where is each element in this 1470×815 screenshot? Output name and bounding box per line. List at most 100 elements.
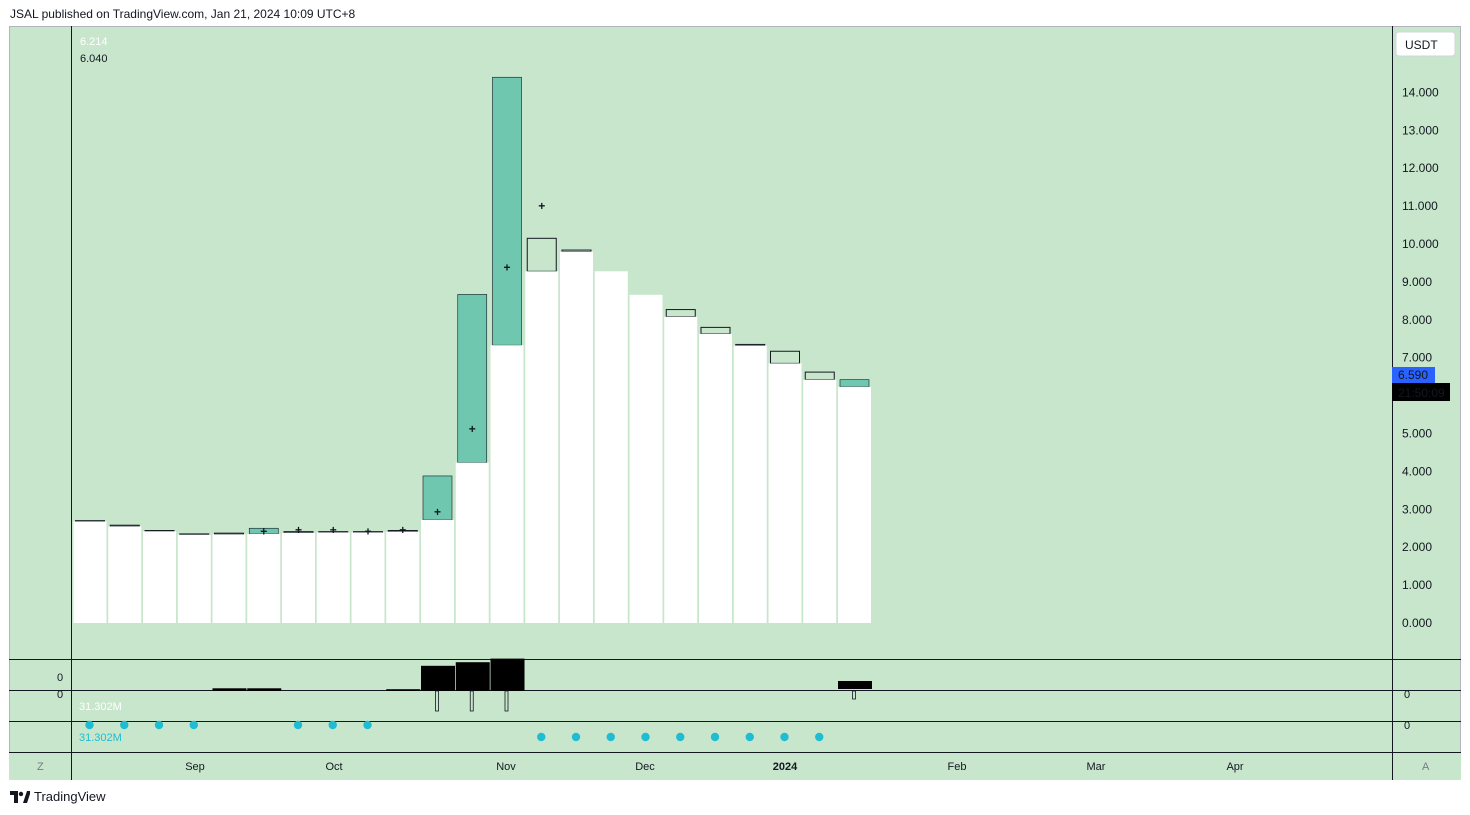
main-bars-group: + + + + + + + + + (73, 76, 871, 623)
pane2-zero-top: 0 (57, 672, 63, 684)
price-tick-label: 12.000 (1402, 161, 1439, 175)
indicator-dot (641, 732, 650, 742)
price-tick-label: 8.000 (1402, 313, 1432, 327)
plus-marker: + (330, 523, 337, 537)
price-column (351, 532, 385, 623)
indicator-dot (293, 720, 303, 730)
plus-marker: + (469, 422, 476, 436)
tradingview-logo-icon (10, 790, 30, 803)
histogram-bar (386, 689, 421, 691)
price-column (247, 533, 281, 623)
price-tick-label: 11.000 (1402, 199, 1438, 213)
up-candle-body (422, 475, 453, 521)
chart-frame[interactable]: + + + + + + + + + 14.000 13.000 12.000 11.000 10.000… (9, 26, 1461, 780)
price-axis: 14.000 13.000 12.000 11.000 10.000 9.000 8.000… (1402, 85, 1439, 630)
indicator-dot (363, 720, 372, 730)
price-column (177, 534, 211, 623)
price-column (282, 532, 315, 623)
histogram-tick (504, 690, 509, 712)
price-tick-label: 1.000 (1402, 578, 1432, 592)
price-column (212, 534, 246, 623)
plus-marker: + (260, 524, 267, 538)
price-tick-label: 5.000 (1402, 427, 1432, 441)
up-candle-body (492, 76, 522, 346)
up-candle-body (839, 379, 870, 388)
pane2-value-label: 31.302M (79, 701, 122, 713)
indicator-dot (676, 732, 685, 742)
time-axis-label: Nov (496, 761, 516, 773)
legend-value-2: 6.040 (80, 53, 108, 65)
up-candle-body (457, 294, 488, 463)
price-column (803, 379, 837, 623)
publish-line: JSAL published on TradingView.com, Jan 2… (10, 7, 356, 21)
candle-outline (770, 350, 800, 364)
time-axis-label: Apr (1226, 761, 1243, 773)
plus-marker: + (504, 260, 511, 274)
plus-marker: + (365, 524, 372, 538)
time-axis-label: Sep (185, 761, 205, 773)
price-column (73, 521, 107, 623)
price-tick-label: 9.000 (1402, 275, 1432, 289)
histogram-bar (455, 662, 490, 691)
time-axis-label: Feb (948, 761, 967, 773)
chart-canvas[interactable]: + + + + + + + + + 14.000 13.000 12.000 11.000 10.000… (9, 26, 1461, 780)
price-column (699, 333, 732, 623)
price-tick-label: 13.000 (1402, 123, 1439, 137)
price-column (143, 531, 176, 623)
histogram-bar (212, 688, 247, 691)
indicator-dot (606, 732, 615, 742)
indicator-dot (537, 732, 546, 742)
time-axis-label: Oct (325, 761, 342, 773)
price-column (733, 345, 767, 623)
indicator-dot (710, 732, 720, 742)
price-column (525, 271, 559, 623)
tradingview-brand: TradingView (34, 789, 106, 804)
histogram-bar (490, 658, 525, 691)
indicator-dot (745, 732, 754, 742)
indicator-dot (120, 720, 129, 730)
indicator-dot (85, 720, 94, 730)
histogram-tick (852, 690, 856, 700)
price-column (768, 363, 802, 623)
plus-marker: + (295, 523, 302, 537)
price-column (560, 251, 593, 623)
pane3-zero-right: 0 (1404, 720, 1410, 732)
currency-label: USDT (1405, 38, 1438, 52)
histogram-pane (212, 658, 872, 712)
indicator-dot (571, 732, 581, 742)
time-axis-label: Mar (1087, 761, 1106, 773)
candle-outline (387, 530, 418, 533)
legend-value-1: 6.214 (80, 36, 108, 48)
plus-marker: + (399, 523, 406, 537)
time-axis-label: 2024 (773, 761, 798, 773)
time-axis-background (9, 753, 1461, 780)
histogram-tick (435, 690, 439, 712)
tradingview-logo[interactable]: TradingView (10, 789, 106, 804)
histogram-bar (838, 681, 872, 689)
last-price-value: 6.590 (1398, 368, 1428, 382)
price-column (664, 316, 698, 623)
indicator-dot (815, 732, 824, 742)
candle-outline (109, 524, 140, 527)
pane3-value-label: 31.302M (79, 732, 122, 744)
price-column (490, 345, 524, 623)
time-axis-right-button[interactable]: A (1422, 761, 1430, 773)
indicator-dot (189, 720, 198, 730)
price-tick-label: 3.000 (1402, 502, 1432, 516)
histogram-bar (421, 665, 455, 691)
histogram-bar (247, 688, 282, 691)
candle-outline (804, 371, 835, 381)
price-tick-label: 14.000 (1402, 85, 1439, 99)
currency-button[interactable]: USDT (1395, 31, 1456, 57)
pane2-zero-bottom: 0 (57, 689, 63, 701)
price-column (594, 271, 628, 623)
price-tick-label: 0.000 (1402, 616, 1432, 630)
price-tick-label: 10.000 (1402, 237, 1439, 251)
indicator-dot (780, 732, 789, 742)
price-tick-label: 7.000 (1402, 351, 1432, 365)
pane2-zero-right: 0 (1404, 689, 1410, 701)
time-axis-label: Dec (635, 761, 655, 773)
price-column (108, 526, 142, 623)
time-axis-left-button[interactable]: Z (37, 761, 44, 773)
time-axis-labels: Sep Oct Nov Dec 2024 Feb Mar Apr (185, 761, 1244, 773)
